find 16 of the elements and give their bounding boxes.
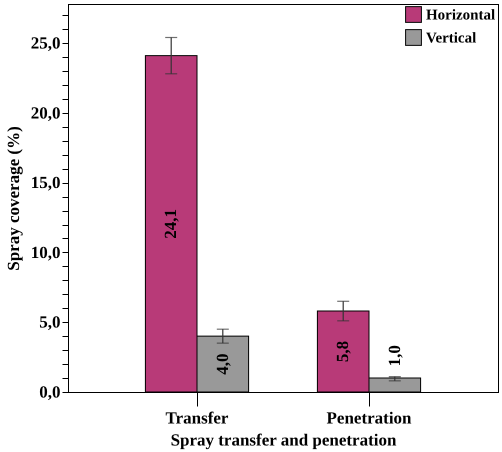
y-tick-label: 25,0 [30,34,60,53]
data-label: 24,1 [161,208,180,239]
y-tick-label: 0,0 [39,382,60,402]
data-label: 5,8 [333,340,352,362]
y-tick-label: 15,0 [30,173,60,192]
y-tick-label: 20,0 [30,103,60,122]
x-tick-label: Penetration [326,408,412,428]
x-axis-title: Spray transfer and penetration [170,430,397,450]
legend-label: Horizontal [426,8,496,24]
data-label: 4,0 [212,353,232,375]
y-axis-title: Spray coverage (%) [4,126,23,271]
legend-label: Vertical [426,30,476,46]
y-tick-label: 10,0 [30,242,60,262]
y-tick-label: 5,0 [39,312,60,332]
data-label: 1,0 [384,345,404,366]
x-tick-label: Transfer [166,408,229,428]
